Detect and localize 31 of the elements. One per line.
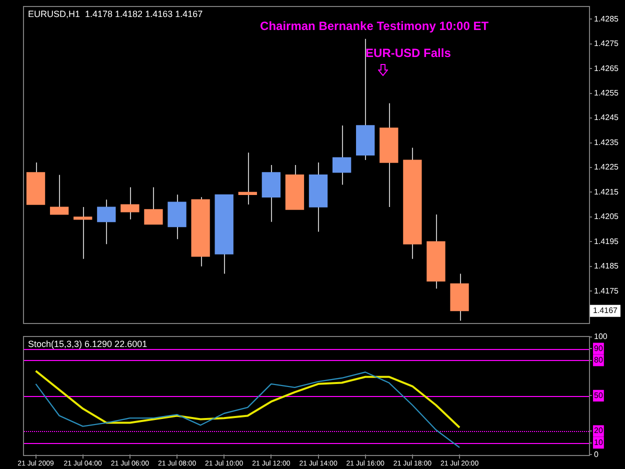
candlestick — [332, 124, 352, 186]
chart-title: EURUSD,H1 1.4178 1.4182 1.4163 1.4167 — [28, 8, 203, 19]
y-tick-label: 90 — [594, 344, 604, 353]
chart-title: Stoch(15,3,3) 6.1290 22.6001 — [28, 338, 148, 349]
y-tick-label: 1.4285 — [594, 14, 620, 24]
y-tick-label: 1.4205 — [594, 212, 620, 222]
y-tick-label: 1.4235 — [594, 138, 620, 147]
y-tick-label: 50 — [594, 390, 604, 400]
annotation: EUR-USD Falls — [366, 46, 452, 60]
y-tick-label: 1.4255 — [594, 88, 620, 98]
candlestick — [238, 152, 257, 206]
y-tick-label: 1.4195 — [594, 236, 620, 246]
y-tick-label: 1.4215 — [594, 187, 620, 196]
y-tick-label: 10 — [594, 438, 604, 448]
y-tick-label: 1.4185 — [594, 262, 620, 271]
y-tick-label: 20 — [594, 426, 604, 436]
y-tick-label: 100 — [594, 332, 608, 342]
candlestick — [144, 186, 163, 225]
y-tick-label: 1.4275 — [594, 39, 620, 48]
y-tick-label: 0 — [594, 450, 599, 459]
y-tick-label: 1.4245 — [594, 113, 620, 122]
y-tick-label: 1.4265 — [594, 64, 620, 73]
y-tick-label: 80 — [594, 356, 604, 365]
y-tick-label: 1.4175 — [594, 286, 620, 296]
candlestick — [50, 174, 69, 215]
candlestick — [120, 186, 140, 220]
annotation: Chairman Bernanke Testimony 10:00 ET — [260, 19, 490, 34]
candlestick — [97, 199, 116, 245]
y-tick-label: 1.4225 — [594, 162, 620, 172]
text: 1.4167 — [593, 306, 618, 316]
candlestick — [74, 206, 92, 260]
